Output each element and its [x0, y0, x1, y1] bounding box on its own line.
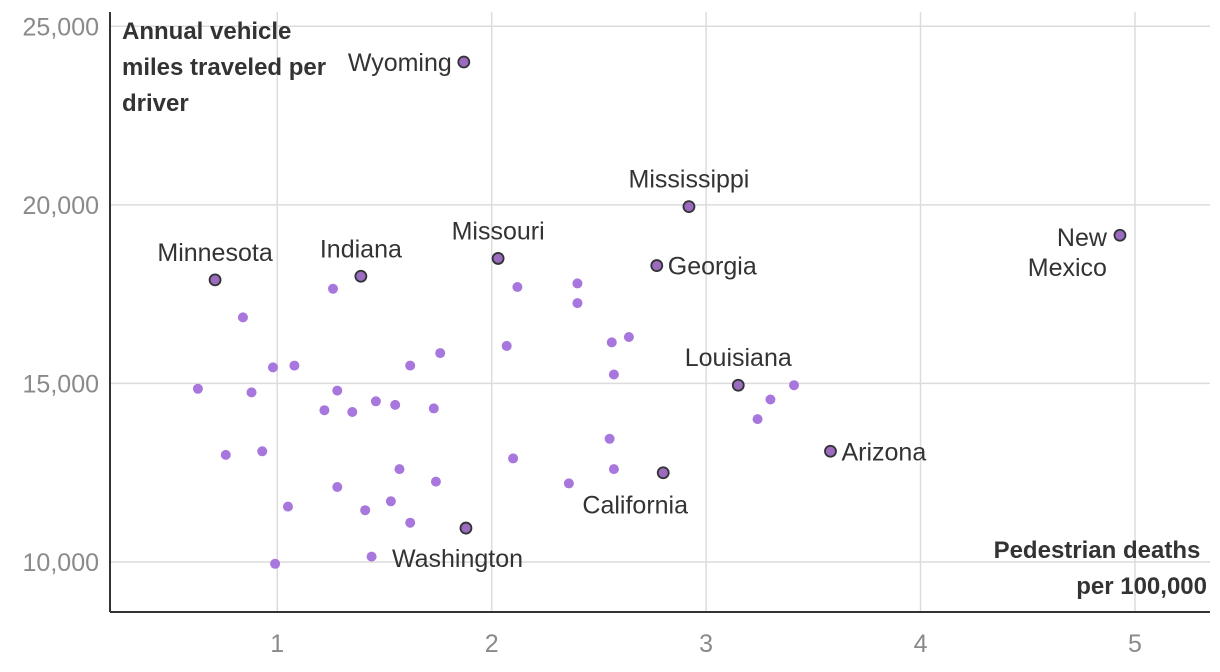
data-point: [608, 464, 619, 475]
tick-labels: 1 2 3 4 5 10,000 15,000 20,000 25,000: [23, 13, 1142, 658]
data-point: [192, 383, 203, 394]
x-tick-label: 1: [270, 630, 284, 658]
data-point: [246, 387, 257, 398]
data-point-louisiana: [731, 378, 745, 392]
data-point: [282, 501, 293, 512]
data-point: [385, 496, 396, 507]
data-point: [267, 362, 278, 373]
data-point: [572, 278, 583, 289]
data-point: [390, 399, 401, 410]
data-point: [512, 282, 523, 292]
point-label-new-mexico: New Mexico: [1028, 224, 1108, 282]
data-point: [360, 505, 371, 516]
data-point: [501, 340, 512, 351]
data-point: [606, 337, 617, 348]
y-tick-label: 15,000: [23, 370, 99, 398]
data-point: [752, 414, 763, 425]
data-point: [430, 476, 441, 487]
data-point-arizona: [824, 444, 837, 458]
data-point: [220, 449, 231, 460]
data-point: [608, 369, 619, 380]
data-point: [332, 482, 343, 492]
data-point: [237, 312, 248, 323]
x-axis-title: Pedestrian deaths per 100,000: [994, 537, 1207, 600]
data-point-new-mexico: [1113, 228, 1127, 242]
x-axis-title-line-2: per 100,000: [1076, 573, 1207, 600]
data-point: [328, 283, 339, 294]
data-point: [572, 298, 583, 309]
y-axis-title: Annual vehicle miles traveled per driver: [122, 18, 333, 117]
data-point: [270, 558, 281, 569]
x-tick-label: 4: [914, 630, 928, 658]
point-label-line: Mexico: [1028, 254, 1107, 282]
data-point-california: [656, 466, 670, 480]
y-axis-title-line-1: Annual vehicle: [122, 18, 291, 45]
data-point-missouri: [491, 252, 505, 265]
point-label-indiana: Indiana: [320, 235, 402, 263]
y-tick-label: 25,000: [23, 13, 99, 41]
point-label-minnesota: Minnesota: [157, 239, 272, 267]
x-axis-title-line-1: Pedestrian deaths: [994, 537, 1201, 564]
data-points: [192, 55, 1127, 569]
data-point-washington: [459, 521, 473, 535]
data-point: [435, 348, 446, 359]
data-point: [604, 433, 615, 444]
point-label-missouri: Missouri: [452, 217, 545, 245]
data-point: [508, 453, 519, 464]
point-label-washington: Washington: [392, 545, 523, 573]
data-point: [623, 332, 634, 342]
point-label-arizona: Arizona: [841, 438, 926, 466]
x-tick-label: 2: [485, 630, 499, 658]
point-label-mississippi: Mississippi: [629, 166, 750, 194]
data-point: [563, 478, 574, 489]
point-label-line: New: [1057, 224, 1108, 252]
x-tick-label: 3: [699, 630, 713, 658]
data-point: [347, 407, 358, 417]
data-point-wyoming: [457, 55, 471, 69]
data-point: [332, 385, 343, 396]
point-labels: Wyoming Mississippi New Mexico Minnesota Indi…: [157, 49, 1107, 573]
point-label-louisiana: Louisiana: [685, 344, 792, 372]
data-point: [765, 394, 776, 405]
point-label-california: California: [582, 492, 688, 520]
data-point-indiana: [354, 269, 368, 283]
data-point: [428, 403, 439, 414]
data-point: [405, 360, 416, 371]
data-point-georgia: [650, 259, 664, 272]
y-tick-label: 10,000: [23, 549, 99, 577]
x-tick-label: 5: [1128, 630, 1142, 658]
data-point: [319, 405, 330, 416]
data-point: [394, 464, 405, 475]
data-point-mississippi: [682, 200, 696, 214]
y-axis-title-line-2: miles traveled per: [122, 54, 326, 81]
point-label-georgia: Georgia: [668, 253, 757, 281]
y-tick-label: 20,000: [23, 192, 99, 220]
data-point: [789, 380, 800, 391]
data-point: [405, 517, 416, 528]
grid-layer: [110, 12, 1210, 612]
data-point-minnesota: [208, 273, 222, 287]
point-label-wyoming: Wyoming: [348, 49, 452, 77]
y-axis-title-line-3: driver: [122, 90, 189, 117]
data-point: [257, 446, 268, 457]
data-point: [366, 551, 377, 562]
axis-layer: [109, 12, 1210, 613]
data-point: [289, 360, 300, 371]
data-point: [370, 396, 381, 407]
